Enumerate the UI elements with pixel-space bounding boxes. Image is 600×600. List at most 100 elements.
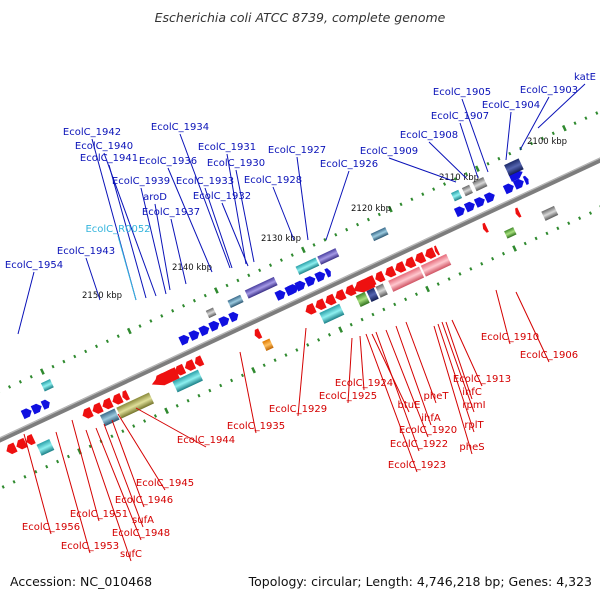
leader-line — [85, 429, 132, 562]
reverse-gene-label: EcolC_1910 — [481, 332, 539, 343]
leader-line — [140, 187, 167, 295]
feature-bar — [205, 307, 217, 319]
forward-gene-label: EcolC_1940 — [75, 141, 133, 152]
forward-gene-arrow — [228, 311, 239, 323]
minor-tick — [306, 343, 310, 347]
reverse-gene-arrow — [6, 442, 18, 455]
leader-line — [71, 419, 100, 522]
leader-line — [371, 333, 410, 413]
reverse-gene-label: EcolC_1925 — [319, 391, 377, 402]
forward-gene-arrow — [198, 325, 210, 337]
feature-bar — [116, 392, 155, 419]
reverse-gene-arrow — [415, 251, 427, 264]
reverse-gene-label: EcolC_1935 — [227, 421, 285, 432]
minor-tick — [421, 192, 425, 196]
reverse-gene-label: EcolC_1906 — [520, 350, 578, 361]
reverse-gene-label: btuE — [398, 400, 421, 411]
forward-gene-arrow — [188, 330, 200, 341]
forward-gene-label: EcolC_1904 — [482, 100, 540, 111]
forward-gene-label: EcolC_1942 — [63, 127, 121, 138]
forward-gene-arrow — [324, 268, 331, 278]
feature-bar — [541, 205, 559, 221]
minor-tick — [480, 262, 484, 266]
minor-tick — [447, 277, 451, 281]
leader-line — [325, 170, 350, 241]
leader-line — [103, 423, 144, 528]
forward-gene-arrow — [208, 320, 220, 332]
minor-tick — [366, 217, 370, 222]
leader-line — [441, 321, 475, 413]
feature-bar — [244, 276, 278, 299]
minor-tick — [578, 216, 582, 220]
minor-tick — [497, 156, 501, 161]
reverse-gene-arrow — [385, 265, 397, 278]
feature-bar — [295, 257, 320, 275]
minor-tick — [18, 380, 22, 384]
minor-tick — [545, 231, 549, 236]
leader-line — [235, 169, 255, 263]
forward-gene-label: EcolC_1905 — [433, 87, 491, 98]
forward-gene-arrow — [304, 276, 316, 287]
forward-gene-label: EcolC_1931 — [198, 142, 256, 153]
major-tick — [425, 285, 430, 293]
forward-gene-arrow — [453, 206, 465, 218]
minor-tick — [432, 187, 436, 191]
feature-bar — [227, 294, 244, 308]
minor-tick — [508, 151, 512, 156]
major-tick — [164, 407, 169, 415]
minor-tick — [279, 258, 283, 262]
forward-gene-arrow — [274, 290, 286, 301]
leader-line — [519, 96, 550, 151]
leader-line — [395, 325, 432, 426]
feature-bar — [262, 338, 274, 351]
minor-tick — [327, 333, 332, 337]
minor-tick — [540, 136, 544, 141]
minor-tick — [551, 131, 555, 136]
minor-tick — [399, 202, 403, 207]
forward-gene-arrow — [178, 334, 190, 346]
reverse-gene-arrow — [515, 207, 522, 218]
reverse-gene-label: EcolC_1945 — [136, 478, 194, 489]
forward-gene-label: EcolC_1909 — [360, 146, 418, 157]
forward-gene-arrow — [522, 175, 529, 185]
minor-tick — [414, 292, 419, 297]
feature-bar — [461, 184, 473, 197]
major-tick — [213, 287, 219, 294]
minor-tick — [349, 322, 353, 327]
major-tick — [474, 165, 480, 172]
minor-tick — [225, 283, 229, 288]
reverse-gene-arrow — [92, 402, 104, 414]
minor-tick — [66, 454, 70, 459]
forward-gene-label: EcolC_1907 — [431, 111, 489, 122]
minor-tick — [595, 111, 599, 115]
minor-tick — [567, 221, 571, 226]
feature-bar — [319, 303, 345, 324]
feature-bar — [388, 266, 425, 292]
minor-tick — [334, 232, 338, 237]
minor-tick — [171, 309, 175, 313]
forward-gene-arrow — [463, 201, 475, 213]
leader-line — [433, 325, 473, 455]
minor-tick — [247, 273, 251, 278]
minor-tick — [556, 226, 560, 231]
minor-tick — [1, 485, 5, 489]
reverse-gene-label: EcolC_1924 — [335, 378, 393, 389]
leader-line — [179, 133, 231, 269]
minor-tick — [51, 364, 55, 369]
forward-gene-arrow — [483, 192, 495, 204]
forward-gene-label: EcolC_1943 — [57, 246, 115, 257]
forward-gene-arrow — [314, 271, 326, 283]
minor-tick — [94, 344, 99, 349]
leader-line — [405, 321, 437, 404]
reverse-gene-arrow — [375, 270, 386, 283]
leader-line — [359, 335, 365, 391]
minor-tick — [491, 256, 495, 261]
minor-tick — [453, 177, 457, 181]
major-tick — [338, 326, 343, 333]
leader-line — [55, 431, 91, 554]
leader-line — [296, 156, 309, 241]
minor-tick — [268, 263, 273, 267]
minor-tick — [573, 121, 577, 125]
forward-gene-label: EcolC_1934 — [151, 122, 209, 133]
